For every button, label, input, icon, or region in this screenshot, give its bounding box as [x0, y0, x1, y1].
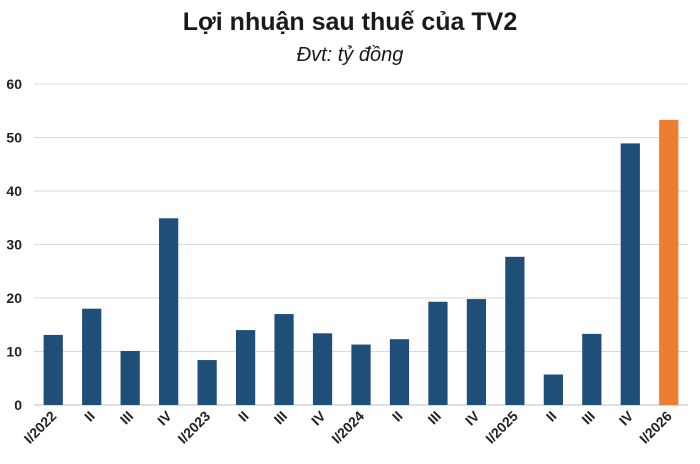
x-tick-label: II — [81, 408, 98, 425]
bar — [351, 344, 371, 405]
bar — [466, 299, 487, 405]
bar — [582, 333, 602, 405]
bar — [543, 374, 563, 405]
x-tick-label: I/2023 — [174, 408, 213, 447]
x-tick-label: III — [117, 408, 137, 428]
bar — [659, 119, 679, 405]
x-tick-label: II — [543, 408, 560, 425]
x-tick-label: III — [271, 408, 291, 428]
x-tick-label: IV — [462, 407, 483, 428]
x-tick-label: III — [424, 408, 444, 428]
y-tick-label: 20 — [6, 290, 22, 306]
x-tick-label: IV — [154, 407, 175, 428]
y-tick-label: 10 — [6, 344, 22, 360]
x-tick-label: II — [389, 408, 406, 425]
x-tick-label: IV — [616, 407, 637, 428]
x-tick-label: II — [235, 408, 252, 425]
y-tick-label: 50 — [6, 130, 22, 146]
chart-title: Lợi nhuận sau thuế của TV2 — [182, 8, 518, 36]
y-tick-label: 0 — [14, 397, 22, 413]
y-tick-label: 60 — [6, 76, 22, 92]
bar — [120, 350, 140, 405]
bar — [82, 308, 102, 405]
bar — [389, 339, 410, 405]
bar — [428, 301, 448, 405]
bar — [197, 360, 217, 405]
x-tick-label: I/2025 — [482, 408, 521, 447]
bar — [505, 256, 525, 405]
x-tick-label: I/2026 — [636, 408, 675, 447]
bar — [235, 330, 256, 405]
bar — [274, 314, 294, 405]
x-tick-label: I/2024 — [328, 408, 367, 447]
y-tick-label: 30 — [6, 237, 22, 253]
bar — [159, 218, 179, 405]
x-tick-label: IV — [308, 407, 329, 428]
x-tick-label: III — [578, 408, 598, 428]
bar — [312, 333, 333, 405]
x-tick-label: I/2022 — [21, 408, 60, 447]
bar — [43, 334, 63, 405]
y-tick-label: 40 — [6, 183, 22, 199]
bar — [620, 143, 640, 405]
chart-subtitle: Đvt: tỷ đồng — [296, 44, 404, 66]
